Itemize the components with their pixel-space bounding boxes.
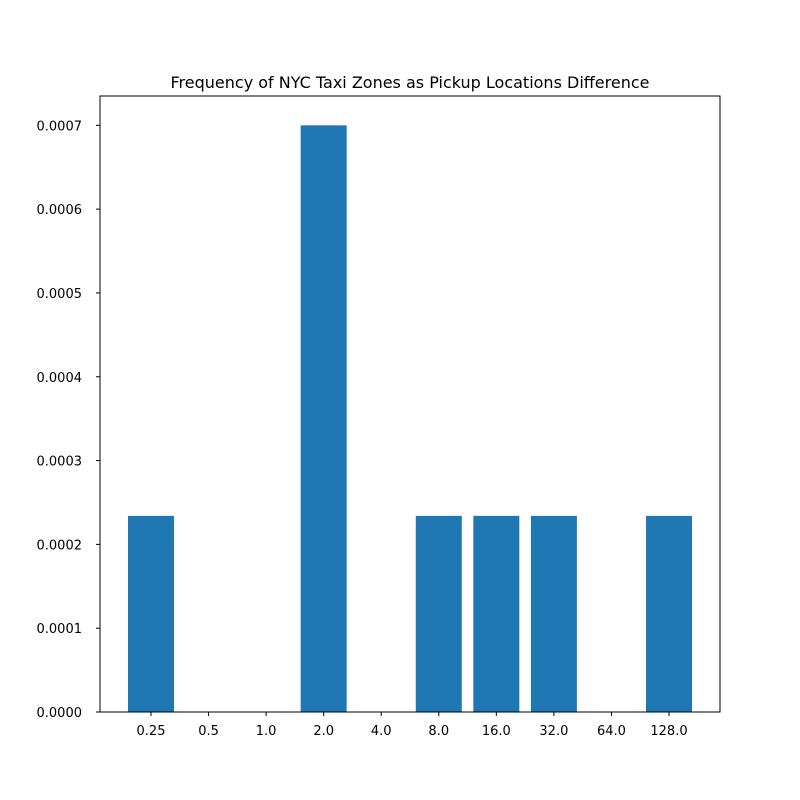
y-tick-label: 0.0006	[37, 203, 83, 218]
y-tick-label: 0.0003	[37, 455, 83, 470]
y-tick-label: 0.0004	[37, 371, 83, 386]
y-tick-label: 0.0005	[37, 287, 83, 302]
bar-16.0	[473, 515, 520, 712]
bar-0.25	[128, 515, 174, 712]
bar-8.0	[415, 515, 462, 712]
y-tick-label: 0.0000	[37, 706, 83, 721]
bar-2.0	[300, 125, 347, 712]
x-tick-label: 0.5	[198, 724, 219, 739]
y-tick-label: 0.0002	[37, 538, 83, 553]
x-axis: 0.25 0.5 1.0 2.0 4.0 8.0 16.0 32.0 64.0 128.0	[137, 712, 688, 739]
chart-title: Frequency of NYC Taxi Zones as Pickup Lo…	[171, 73, 650, 92]
x-tick-label: 64.0	[597, 724, 626, 739]
bars-group	[128, 125, 692, 712]
x-tick-label: 0.25	[137, 724, 166, 739]
bar-128.0	[646, 515, 692, 712]
plot-frame	[99, 95, 721, 713]
x-tick-label: 8.0	[428, 724, 449, 739]
x-tick-label: 2.0	[313, 724, 334, 739]
y-tick-label: 0.0007	[37, 119, 83, 134]
y-tick-label: 0.0001	[37, 622, 83, 637]
x-tick-label: 1.0	[256, 724, 277, 739]
bar-32.0	[530, 515, 577, 712]
x-tick-label: 128.0	[650, 724, 687, 739]
y-axis: 0.0000 0.0001 0.0002 0.0003 0.0004 0.0005 0.00…	[37, 119, 100, 721]
x-tick-label: 4.0	[371, 724, 392, 739]
x-tick-label: 32.0	[539, 724, 568, 739]
x-tick-label: 16.0	[482, 724, 511, 739]
